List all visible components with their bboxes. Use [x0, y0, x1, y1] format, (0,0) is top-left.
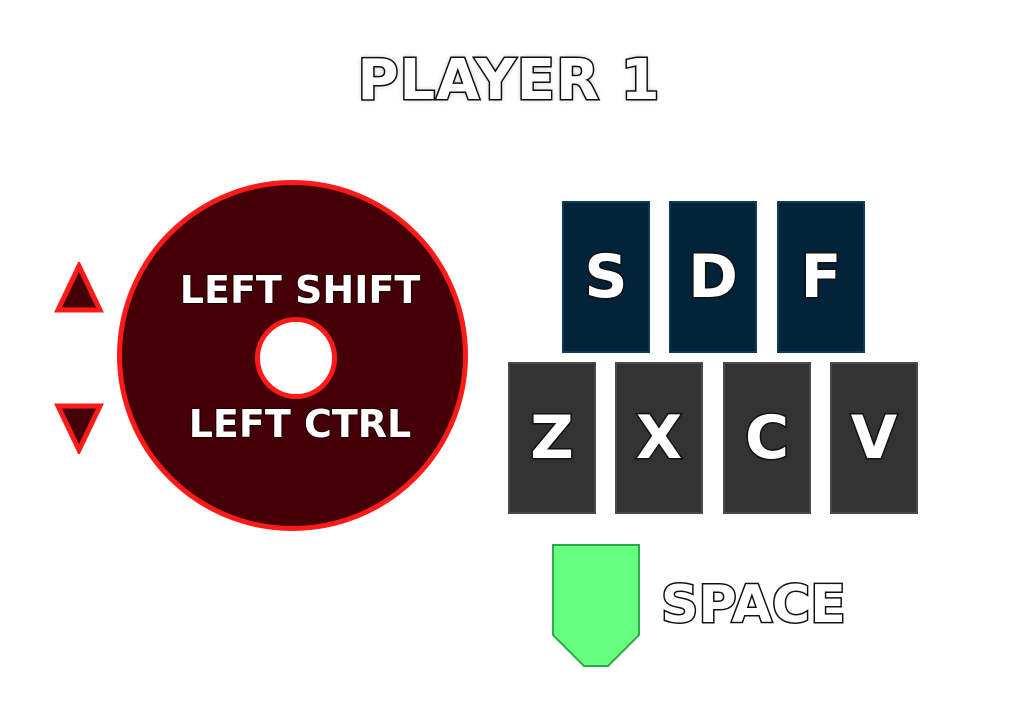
space-button[interactable] — [551, 543, 641, 669]
key-d[interactable]: D — [669, 201, 757, 353]
player-title: PLAYER 1 — [356, 47, 661, 115]
key-s[interactable]: S — [562, 201, 650, 353]
space-label: SPACE — [660, 574, 848, 637]
joystick-down-label: LEFT CTRL — [188, 401, 413, 447]
key-c[interactable]: C — [723, 362, 811, 514]
key-x[interactable]: X — [615, 362, 703, 514]
joystick-up-label: LEFT SHIFT — [179, 267, 421, 313]
joystick-knob[interactable] — [255, 317, 337, 399]
key-f[interactable]: F — [777, 201, 865, 353]
triangle-down-icon — [54, 403, 104, 454]
key-z[interactable]: Z — [508, 362, 596, 514]
triangle-up-icon — [54, 262, 104, 313]
key-v[interactable]: V — [830, 362, 918, 514]
